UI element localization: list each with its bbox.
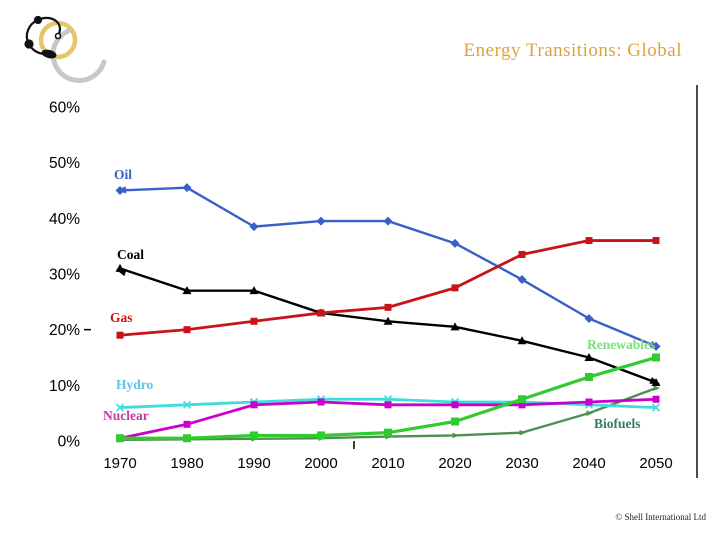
marker-triangle — [383, 316, 393, 325]
marker-square — [183, 326, 191, 334]
series-label-renewables: Renewables — [587, 337, 655, 352]
series-line-coal — [118, 267, 658, 384]
series-label-coal: Coal — [117, 247, 144, 262]
series-label-gas: Gas — [110, 310, 133, 325]
marker-diamond — [383, 216, 393, 226]
marker-square — [116, 331, 124, 339]
marker-square — [317, 431, 325, 440]
marker-square — [518, 250, 526, 258]
marker-triangle — [517, 336, 527, 345]
marker-triangle — [584, 352, 594, 361]
marker-arrow-small — [519, 429, 526, 436]
logo-dot-2 — [33, 15, 43, 25]
marker-diamond — [249, 222, 259, 232]
x-tick-label: 1990 — [237, 455, 270, 472]
logo-squiggle-top — [25, 16, 61, 46]
marker-square — [652, 353, 660, 362]
marker-diamond — [450, 238, 460, 248]
marker-square — [384, 401, 392, 409]
marker-square — [585, 372, 593, 381]
slide-title: Energy Transitions: Global — [463, 40, 682, 61]
y-tick-label: 0% — [58, 434, 81, 451]
marker-diamond — [182, 183, 192, 193]
logo-molecule-icon — [24, 15, 62, 59]
marker-square — [250, 431, 258, 440]
copyright-text: © Shell International Ltd — [615, 512, 706, 522]
marker-square — [116, 434, 124, 443]
shell-logo — [24, 15, 107, 84]
x-tick-label: 2000 — [304, 455, 337, 472]
marker-arrow-small — [586, 410, 593, 416]
marker-square — [250, 401, 258, 409]
marker-x — [651, 403, 661, 412]
marker-triangle — [249, 286, 259, 295]
marker-square — [585, 398, 593, 406]
marker-square — [317, 309, 325, 317]
series-end-arrow-coal — [649, 377, 660, 384]
y-tick-label: 10% — [49, 378, 80, 395]
marker-square — [451, 401, 459, 409]
marker-square — [183, 420, 191, 428]
marker-triangle — [182, 286, 192, 295]
logo-blob — [41, 49, 57, 59]
marker-square — [317, 398, 325, 406]
marker-square — [384, 303, 392, 311]
series-end-arrow-oil — [649, 340, 660, 348]
marker-square — [250, 317, 258, 325]
marker-x — [115, 403, 125, 412]
marker-diamond — [517, 275, 527, 285]
logo-small-ring — [54, 32, 62, 40]
y-tick-label: 20% — [49, 322, 80, 339]
logo-dot-1 — [24, 39, 34, 49]
y-tick-label: 50% — [49, 155, 80, 172]
marker-diamond — [584, 314, 594, 324]
series-start-arrow-oil — [116, 186, 127, 194]
marker-square — [652, 237, 660, 245]
marker-square — [183, 434, 191, 443]
x-tick-label: 2050 — [639, 455, 672, 472]
y-tick-label: 40% — [49, 211, 80, 228]
series-label-nuclear: Nuclear — [103, 408, 149, 423]
x-tick-label: 2010 — [371, 455, 404, 472]
marker-arrow-small — [452, 432, 459, 439]
marker-square — [518, 395, 526, 404]
logo-gray-arc — [50, 28, 107, 84]
x-tick-label: 1980 — [170, 455, 203, 472]
series-label-biofuels: Biofuels — [594, 416, 641, 431]
series-start-arrow-coal — [116, 269, 127, 277]
x-tick-label: 2030 — [505, 455, 538, 472]
series-label-hydro: Hydro — [116, 377, 154, 392]
y-tick-label: 60% — [49, 99, 80, 116]
series-label-oil: Oil — [114, 167, 132, 182]
marker-square — [384, 428, 392, 437]
marker-triangle — [450, 322, 460, 331]
x-tick-label: 1970 — [103, 455, 136, 472]
marker-square — [451, 417, 459, 426]
x-tick-label: 2020 — [438, 455, 471, 472]
marker-diamond — [316, 216, 326, 226]
marker-square — [652, 395, 660, 403]
marker-square — [518, 401, 526, 409]
marker-square — [585, 237, 593, 245]
x-tick-label: 2040 — [572, 455, 605, 472]
marker-square — [451, 284, 459, 292]
marker-x — [182, 400, 192, 409]
marker-arrow-small — [653, 385, 660, 391]
y-tick-label: 30% — [49, 266, 80, 283]
